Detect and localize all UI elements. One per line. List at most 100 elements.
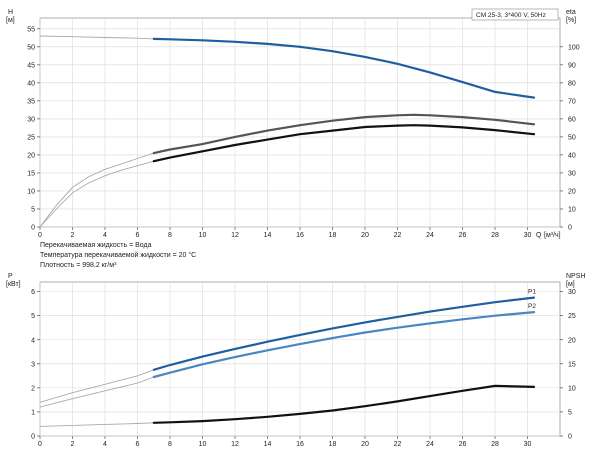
top-series-2-line xyxy=(152,124,536,163)
top-x-tick-label: 10 xyxy=(199,232,207,239)
top-x-tick-label: 6 xyxy=(136,232,140,239)
top-x-tick-label: 8 xyxy=(168,232,172,239)
top-x-tick-label: 0 xyxy=(38,232,42,239)
bottom-left-tick-label: 1 xyxy=(31,409,35,416)
bottom-x-tick-label: 12 xyxy=(231,441,239,448)
bottom-x-tick-label: 16 xyxy=(296,441,304,448)
bottom-left-tick-label: 6 xyxy=(31,289,35,296)
top-left-tick-label: 5 xyxy=(31,206,35,213)
top-right-tick-label: 80 xyxy=(568,80,576,87)
top-series-2-extrapolated-line xyxy=(39,160,154,228)
bottom-x-tick-label: 30 xyxy=(524,441,532,448)
top-left-tick-label: 55 xyxy=(27,26,35,33)
bottom-series-1-line xyxy=(152,311,536,379)
top-x-tick-label: 14 xyxy=(264,232,272,239)
top-right-tick-label: 40 xyxy=(568,152,576,159)
bottom-right-tick-label: 10 xyxy=(568,385,576,392)
top-right-axis-unit: [%] xyxy=(566,17,576,24)
bottom-x-tick-label: 10 xyxy=(199,441,207,448)
top-title-box xyxy=(471,8,559,21)
top-right-tick-label: 20 xyxy=(568,188,576,195)
top-note-0: Перекачиваемая жидкость = Вода xyxy=(40,242,152,249)
bottom-x-tick-label: 4 xyxy=(103,441,107,448)
bottom-left-tick-label: 2 xyxy=(31,385,35,392)
top-right-tick-label: 90 xyxy=(568,62,576,69)
bottom-right-tick-label: 5 xyxy=(568,409,572,416)
bottom-right-tick-label: 0 xyxy=(568,434,572,441)
bottom-right-tick-label: 20 xyxy=(568,337,576,344)
top-x-tick-label: 12 xyxy=(231,232,239,239)
bottom-x-tick-label: 2 xyxy=(71,441,75,448)
top-left-tick-label: 40 xyxy=(27,80,35,87)
bottom-right-tick-label: 30 xyxy=(568,289,576,296)
top-left-tick-label: 0 xyxy=(31,225,35,232)
top-left-tick-label: 30 xyxy=(27,116,35,123)
bottom-left-axis-label: P xyxy=(8,273,13,280)
top-x-tick-label: 30 xyxy=(524,232,532,239)
bottom-series-2-line xyxy=(152,384,536,424)
top-left-axis-unit: [м] xyxy=(6,17,15,24)
top-right-tick-label: 70 xyxy=(568,98,576,105)
top-x-tick-label: 20 xyxy=(361,232,369,239)
bottom-right-axis-unit: [м] xyxy=(566,281,575,288)
bottom-x-tick-label: 18 xyxy=(329,441,337,448)
bottom-left-tick-label: 4 xyxy=(31,337,35,344)
top-left-tick-label: 25 xyxy=(27,134,35,141)
top-chart-title: CM 25-3, 3*400 V, 50Hz xyxy=(476,12,546,19)
bottom-series-1-label: P2 xyxy=(528,303,536,310)
bottom-x-tick-label: 20 xyxy=(361,441,369,448)
top-right-axis-label: eta xyxy=(566,9,576,16)
top-left-axis-label: H xyxy=(8,9,13,16)
top-x-axis-unit: [м³/ч] xyxy=(544,232,561,239)
bottom-left-tick-label: 5 xyxy=(31,313,35,320)
top-x-axis-label: Q xyxy=(536,232,542,239)
top-left-tick-label: 10 xyxy=(27,188,35,195)
bottom-x-tick-label: 22 xyxy=(394,441,402,448)
top-right-tick-label: 10 xyxy=(568,206,576,213)
top-x-tick-label: 24 xyxy=(426,232,434,239)
bottom-right-tick-label: 25 xyxy=(568,313,576,320)
bottom-x-tick-label: 14 xyxy=(264,441,272,448)
top-note-2: Плотность = 998.2 кг/м³ xyxy=(40,262,117,269)
top-x-tick-label: 18 xyxy=(329,232,337,239)
top-x-tick-label: 22 xyxy=(394,232,402,239)
bottom-x-tick-label: 28 xyxy=(491,441,499,448)
bottom-right-axis-label: NPSH xyxy=(566,273,585,280)
bottom-x-tick-label: 8 xyxy=(168,441,172,448)
top-x-tick-label: 16 xyxy=(296,232,304,239)
top-series-0-line xyxy=(152,37,536,99)
bottom-series-1-extrapolated-line xyxy=(39,376,154,408)
top-left-tick-label: 20 xyxy=(27,152,35,159)
bottom-left-axis-unit: [кВт] xyxy=(6,281,21,288)
bottom-x-tick-label: 26 xyxy=(459,441,467,448)
top-series-0-extrapolated-line xyxy=(39,35,154,40)
top-x-tick-label: 2 xyxy=(71,232,75,239)
bottom-series-0-extrapolated-line xyxy=(39,369,154,403)
top-x-tick-label: 28 xyxy=(491,232,499,239)
top-right-tick-label: 100 xyxy=(568,44,580,51)
bottom-left-tick-label: 0 xyxy=(31,434,35,441)
top-left-tick-label: 15 xyxy=(27,170,35,177)
top-series-1-extrapolated-line xyxy=(39,152,154,228)
bottom-x-tick-label: 0 xyxy=(38,441,42,448)
top-right-tick-label: 0 xyxy=(568,225,572,232)
top-series-1-line xyxy=(152,113,536,155)
bottom-series-0-line xyxy=(152,296,536,371)
top-left-tick-label: 50 xyxy=(27,44,35,51)
top-x-tick-label: 26 xyxy=(459,232,467,239)
bottom-x-tick-label: 6 xyxy=(136,441,140,448)
top-left-tick-label: 35 xyxy=(27,98,35,105)
top-right-tick-label: 30 xyxy=(568,170,576,177)
bottom-right-tick-label: 15 xyxy=(568,361,576,368)
top-left-tick-label: 45 xyxy=(27,62,35,69)
top-right-tick-label: 50 xyxy=(568,134,576,141)
top-x-tick-label: 4 xyxy=(103,232,107,239)
top-note-1: Температура перекачиваемой жидкости = 20… xyxy=(40,251,196,259)
top-right-tick-label: 60 xyxy=(568,116,576,123)
bottom-series-0-label: P1 xyxy=(528,289,536,296)
bottom-series-2-extrapolated-line xyxy=(39,422,154,427)
bottom-x-tick-label: 24 xyxy=(426,441,434,448)
bottom-left-tick-label: 3 xyxy=(31,361,35,368)
